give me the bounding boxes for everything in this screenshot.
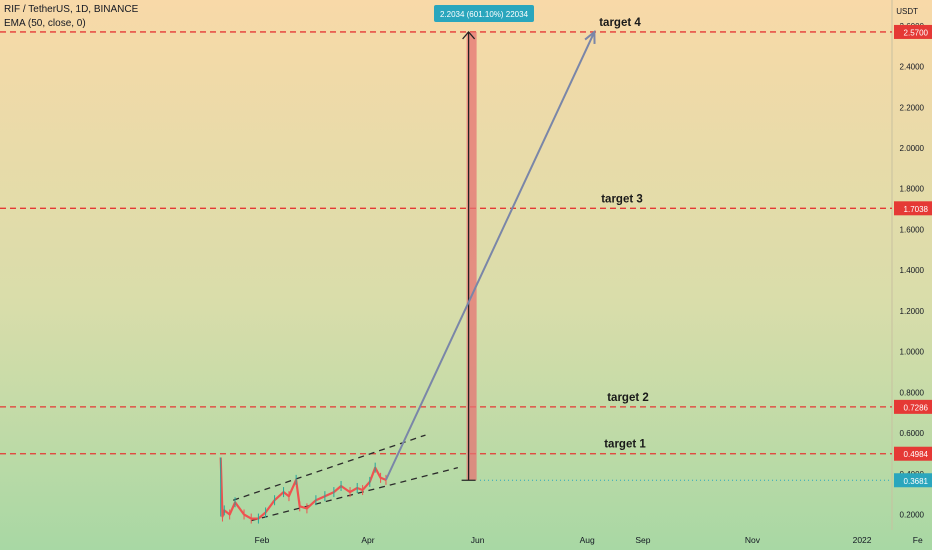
- x-tick-label: Sep: [635, 535, 650, 545]
- y-tick-label: 1.6000: [900, 225, 925, 234]
- axis-unit-label: USDT: [896, 7, 918, 16]
- y-tick-label: 0.6000: [900, 429, 925, 438]
- price-line: [219, 457, 387, 520]
- channel-line: [251, 467, 458, 522]
- x-tick-label: Apr: [361, 535, 374, 545]
- x-tick-label: Nov: [745, 535, 761, 545]
- current-price-badge-box: [894, 473, 932, 488]
- x-tick-label: 2022: [853, 535, 872, 545]
- projection-arrow: [385, 31, 596, 481]
- chart-title: RIF / TetherUS, 1D, BINANCE: [4, 4, 139, 15]
- target-label: target 1: [604, 439, 646, 451]
- y-tick-label: 1.0000: [900, 348, 925, 357]
- x-tick-label: Jun: [471, 535, 485, 545]
- x-tick-label: Fe: [913, 535, 923, 545]
- price-badge-box: [894, 24, 932, 39]
- measure-arrowhead: [462, 31, 476, 40]
- measure-label-box: [434, 5, 534, 22]
- x-tick-label: Feb: [255, 535, 270, 545]
- x-tick-label: Aug: [580, 535, 595, 545]
- price-badge-box: [894, 201, 932, 216]
- y-tick-label: 2.0000: [900, 144, 925, 153]
- channel-line: [233, 434, 426, 501]
- price-badge: 0.4984: [904, 450, 929, 459]
- y-tick-label: 2.4000: [900, 63, 925, 72]
- y-tick-label: 2.2000: [900, 103, 925, 112]
- measure-range-bar: [466, 31, 477, 481]
- y-tick-label: 0.8000: [900, 388, 925, 397]
- target-label: target 2: [607, 392, 649, 404]
- y-tick-label: 0.2000: [900, 510, 925, 519]
- price-badge: 0.7286: [904, 403, 929, 412]
- price-badge-box: [894, 399, 932, 414]
- price-badge: 1.7038: [904, 205, 929, 214]
- indicator-label: EMA (50, close, 0): [4, 18, 86, 29]
- target-label: target 3: [601, 193, 643, 205]
- measure-label: 2.2034 (601.10%) 22034: [440, 10, 529, 19]
- current-price-badge: 0.3681: [904, 477, 929, 486]
- target-label: target 4: [599, 17, 641, 29]
- projection-arrowhead: [584, 29, 596, 44]
- price-badge-box: [894, 446, 932, 461]
- y-tick-label: 1.2000: [900, 307, 925, 316]
- y-tick-label: 1.8000: [900, 185, 925, 194]
- y-tick-label: 1.4000: [900, 266, 925, 275]
- price-badge: 2.5700: [904, 28, 929, 37]
